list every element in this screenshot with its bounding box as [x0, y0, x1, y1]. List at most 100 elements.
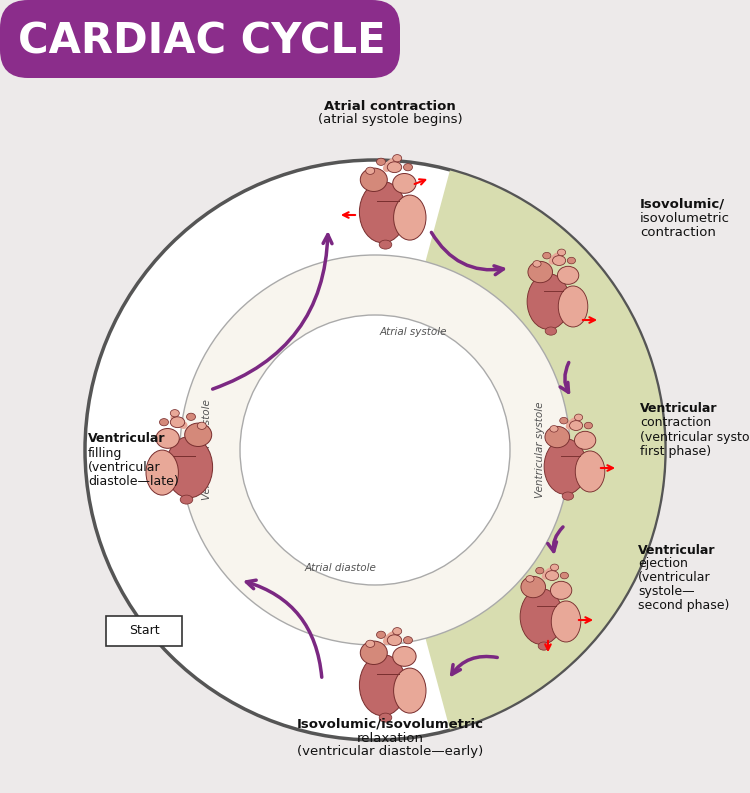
Ellipse shape: [521, 577, 545, 598]
FancyArrowPatch shape: [452, 657, 497, 675]
Point: [576, 451, 585, 461]
Text: second phase): second phase): [638, 600, 729, 612]
Ellipse shape: [197, 422, 206, 429]
Ellipse shape: [560, 573, 568, 579]
Point: [552, 601, 561, 611]
Ellipse shape: [359, 182, 407, 243]
Ellipse shape: [562, 492, 574, 500]
Ellipse shape: [146, 450, 178, 495]
Ellipse shape: [545, 571, 559, 580]
FancyArrowPatch shape: [387, 160, 396, 168]
Ellipse shape: [527, 274, 570, 329]
Circle shape: [180, 255, 570, 645]
Ellipse shape: [156, 428, 179, 448]
Point: [373, 196, 382, 205]
Circle shape: [85, 160, 665, 740]
Point: [373, 668, 382, 678]
Text: (ventricular: (ventricular: [88, 461, 160, 473]
Ellipse shape: [545, 327, 556, 335]
Ellipse shape: [532, 261, 541, 267]
Text: contraction: contraction: [640, 416, 711, 430]
Text: (ventricular diastole—early): (ventricular diastole—early): [297, 745, 483, 758]
Ellipse shape: [544, 439, 586, 495]
Ellipse shape: [560, 417, 568, 424]
Ellipse shape: [380, 713, 392, 722]
Ellipse shape: [166, 437, 212, 498]
Ellipse shape: [526, 576, 534, 582]
Ellipse shape: [404, 163, 412, 170]
Ellipse shape: [543, 252, 551, 259]
Ellipse shape: [376, 631, 386, 638]
Ellipse shape: [550, 581, 572, 600]
FancyArrowPatch shape: [569, 419, 578, 427]
Ellipse shape: [393, 627, 402, 635]
Text: (atrial systole begins): (atrial systole begins): [318, 113, 462, 127]
Ellipse shape: [393, 174, 416, 193]
Ellipse shape: [584, 423, 592, 429]
Ellipse shape: [360, 641, 387, 665]
Text: isovolumetric: isovolumetric: [640, 212, 730, 224]
Ellipse shape: [394, 668, 426, 713]
Ellipse shape: [558, 286, 588, 327]
Ellipse shape: [360, 168, 387, 191]
Ellipse shape: [380, 240, 392, 249]
Ellipse shape: [557, 249, 566, 255]
Text: Atrial diastole: Atrial diastole: [304, 563, 376, 573]
Ellipse shape: [569, 420, 583, 431]
FancyBboxPatch shape: [0, 0, 400, 78]
Ellipse shape: [536, 567, 544, 574]
FancyArrowPatch shape: [560, 362, 568, 393]
Ellipse shape: [550, 564, 559, 571]
Text: Ventricular systole: Ventricular systole: [535, 402, 545, 498]
Ellipse shape: [520, 588, 562, 645]
Ellipse shape: [359, 654, 407, 716]
Ellipse shape: [567, 257, 575, 264]
Point: [169, 450, 178, 460]
FancyArrowPatch shape: [174, 418, 184, 425]
Wedge shape: [375, 170, 664, 730]
Text: Ventricular diastole: Ventricular diastole: [202, 400, 212, 500]
Point: [559, 286, 568, 296]
Ellipse shape: [574, 431, 596, 450]
Ellipse shape: [376, 158, 386, 166]
Text: Atrial contraction: Atrial contraction: [324, 99, 456, 113]
Text: Start: Start: [129, 625, 159, 638]
FancyBboxPatch shape: [106, 616, 182, 646]
Ellipse shape: [170, 417, 184, 427]
Text: CARDIAC CYCLE: CARDIAC CYCLE: [18, 21, 386, 63]
Ellipse shape: [553, 255, 566, 266]
Ellipse shape: [160, 419, 169, 426]
Point: [539, 286, 548, 296]
Text: (ventricular systole—: (ventricular systole—: [640, 431, 750, 443]
Text: relaxation: relaxation: [356, 731, 424, 745]
Ellipse shape: [394, 195, 426, 240]
Ellipse shape: [387, 635, 402, 646]
Text: ejection: ejection: [638, 557, 688, 570]
Ellipse shape: [574, 414, 583, 420]
Text: contraction: contraction: [640, 225, 716, 239]
FancyArrowPatch shape: [431, 232, 503, 274]
Text: Isovolumic/: Isovolumic/: [640, 197, 725, 210]
Ellipse shape: [170, 410, 179, 417]
Circle shape: [240, 315, 510, 585]
Text: filling: filling: [88, 446, 122, 459]
Text: Ventricular: Ventricular: [88, 432, 166, 446]
FancyArrowPatch shape: [247, 580, 322, 677]
Text: Ventricular: Ventricular: [640, 403, 718, 416]
Ellipse shape: [187, 413, 196, 420]
Ellipse shape: [393, 646, 416, 666]
Text: Isovolumic/isovolumetric: Isovolumic/isovolumetric: [296, 718, 484, 730]
Point: [556, 451, 565, 461]
Ellipse shape: [550, 426, 558, 432]
Point: [532, 601, 541, 611]
Point: [394, 196, 404, 205]
Text: diastole—late): diastole—late): [88, 474, 178, 488]
Ellipse shape: [184, 423, 211, 446]
Ellipse shape: [557, 266, 579, 285]
Ellipse shape: [366, 167, 375, 174]
Text: Ventricular: Ventricular: [638, 543, 716, 557]
Point: [190, 450, 199, 460]
Ellipse shape: [528, 262, 553, 282]
FancyArrowPatch shape: [552, 255, 560, 262]
Ellipse shape: [366, 640, 375, 647]
